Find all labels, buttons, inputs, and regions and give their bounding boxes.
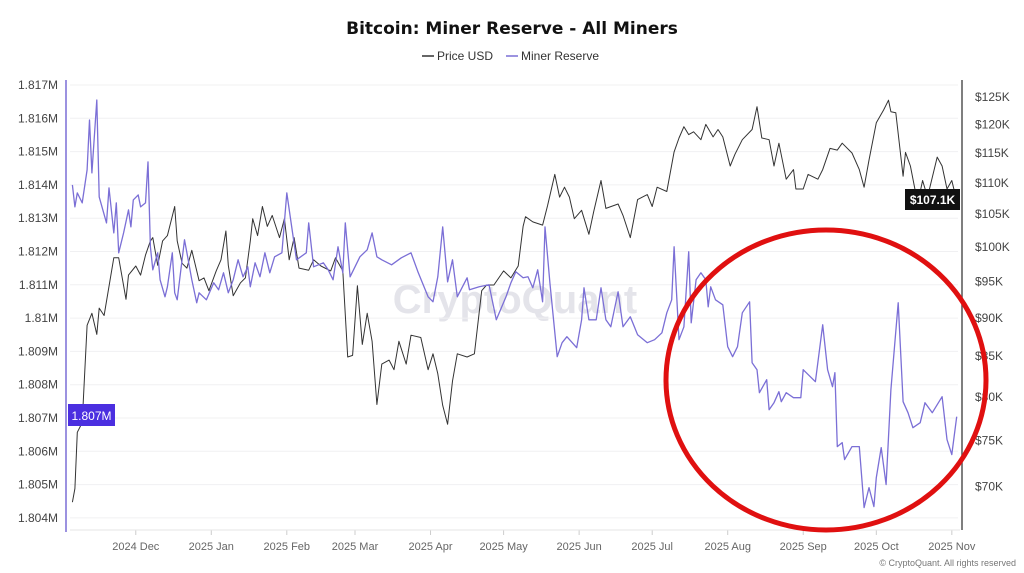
left-tick-label: 1.811M bbox=[19, 278, 58, 292]
x-tick-label: 2025 May bbox=[479, 541, 528, 553]
x-tick-label: 2025 Jul bbox=[631, 541, 673, 553]
x-tick-label: 2025 Feb bbox=[264, 541, 310, 553]
right-tick-label: $120K bbox=[975, 117, 1010, 131]
left-tick-label: 1.805M bbox=[18, 478, 58, 492]
legend-item-price[interactable]: Price USD bbox=[422, 49, 493, 63]
right-tick-label: $70K bbox=[975, 480, 1003, 494]
right-tick-label: $80K bbox=[975, 390, 1003, 404]
x-tick-label: 2024 Dec bbox=[112, 541, 160, 553]
x-axis-ticks: 2024 Dec 2025 Jan 2025 Feb 2025 Mar 2025 Apr… bbox=[112, 530, 976, 553]
right-tick-label: $110K bbox=[975, 176, 1009, 190]
highlight-circle-annotation bbox=[663, 227, 989, 533]
gridlines bbox=[70, 84, 958, 519]
right-tick-label: $100K bbox=[975, 240, 1010, 254]
right-badge-label: $107.1K bbox=[910, 193, 956, 207]
right-tick-label: $90K bbox=[975, 311, 1003, 325]
left-axis-ticks: 1.817M 1.816M 1.815M 1.814M 1.813M 1.812M 1.81… bbox=[18, 78, 58, 525]
x-tick-label: 2025 Jan bbox=[189, 541, 234, 553]
right-badge-bg bbox=[905, 189, 960, 210]
right-current-badge: $107.1K bbox=[905, 189, 960, 210]
miner-reserve-line bbox=[71, 99, 958, 509]
legend: Price USD Miner Reserve bbox=[422, 49, 599, 63]
left-tick-label: 1.807M bbox=[18, 411, 58, 425]
x-tick-label: 2025 Sep bbox=[780, 541, 827, 553]
price-usd-line bbox=[71, 99, 958, 503]
x-tick-label: 2025 Oct bbox=[854, 541, 899, 553]
copyright-footer: © CryptoQuant. All rights reserved bbox=[879, 558, 1016, 568]
right-tick-label: $95K bbox=[975, 274, 1003, 288]
left-tick-label: 1.804M bbox=[18, 511, 58, 525]
left-tick-label: 1.817M bbox=[18, 78, 58, 92]
right-tick-label: $115K bbox=[975, 146, 1009, 160]
legend-item-miner-reserve[interactable]: Miner Reserve bbox=[506, 49, 599, 63]
legend-label-price: Price USD bbox=[437, 49, 493, 63]
left-badge-label: 1.807M bbox=[71, 409, 111, 423]
right-tick-label: $125K bbox=[975, 90, 1010, 104]
left-tick-label: 1.81M bbox=[25, 311, 58, 325]
left-badge-bg bbox=[68, 404, 115, 426]
x-tick-label: 2025 Nov bbox=[928, 541, 976, 553]
left-tick-label: 1.815M bbox=[18, 145, 58, 159]
right-tick-label: $85K bbox=[975, 349, 1003, 363]
chart-title: Bitcoin: Miner Reserve - All Miners bbox=[346, 19, 678, 39]
left-tick-label: 1.816M bbox=[18, 111, 58, 125]
x-tick-label: 2025 Apr bbox=[409, 541, 453, 553]
x-tick-label: 2025 Jun bbox=[556, 541, 601, 553]
legend-label-reserve: Miner Reserve bbox=[521, 49, 599, 63]
right-tick-label: $105K bbox=[975, 207, 1010, 221]
left-tick-label: 1.806M bbox=[18, 444, 58, 458]
right-axis-ticks: $125K $120K $115K $110K $105K $100K $95K $90K $8… bbox=[975, 90, 1010, 494]
left-current-badge: 1.807M bbox=[68, 404, 115, 426]
left-tick-label: 1.812M bbox=[18, 245, 58, 259]
left-tick-label: 1.809M bbox=[18, 344, 58, 358]
x-tick-label: 2025 Aug bbox=[704, 541, 751, 553]
right-tick-label: $75K bbox=[975, 433, 1003, 447]
series-layer bbox=[71, 99, 958, 509]
x-tick-label: 2025 Mar bbox=[332, 541, 379, 553]
left-tick-label: 1.813M bbox=[18, 211, 58, 225]
left-tick-label: 1.814M bbox=[18, 178, 58, 192]
left-tick-label: 1.808M bbox=[18, 378, 58, 392]
